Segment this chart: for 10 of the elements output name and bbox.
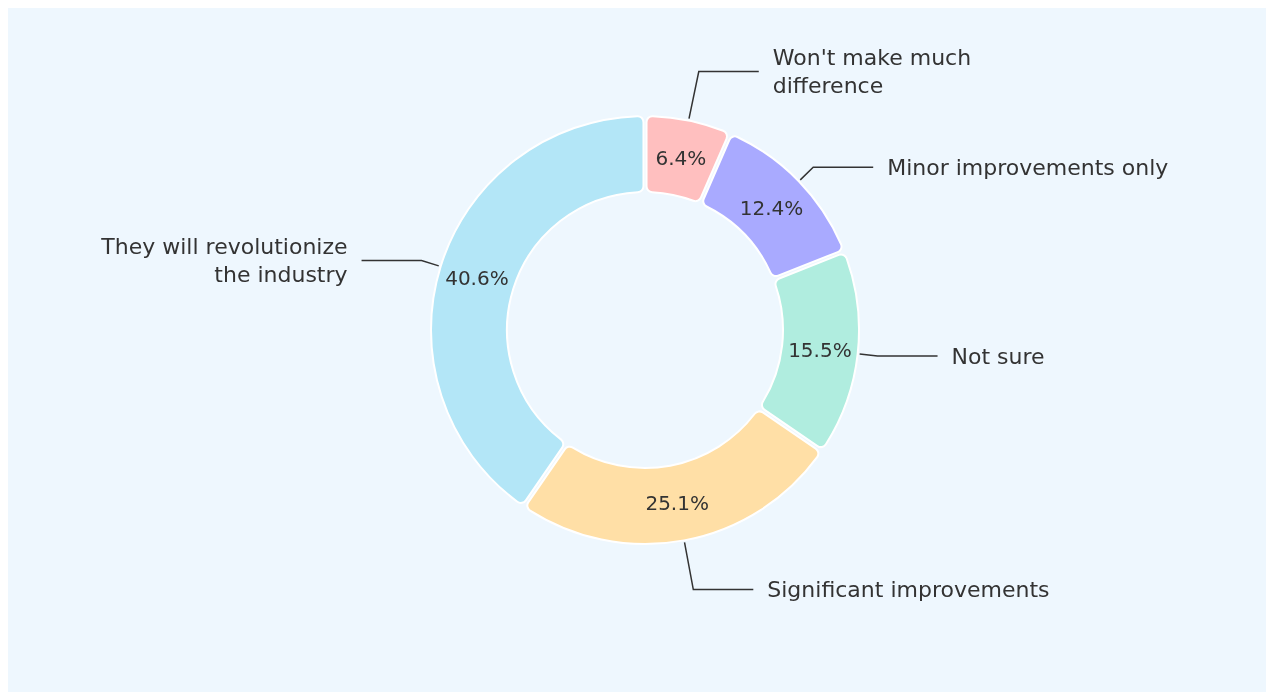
- data-label: 25.1%: [645, 491, 709, 516]
- slice-label: Significant improvements: [767, 577, 1050, 603]
- slice-label: They will revolutionize the industry: [100, 234, 348, 288]
- data-label: 15.5%: [788, 337, 852, 362]
- data-label: 12.4%: [739, 195, 804, 220]
- slice-label: Not sure: [951, 343, 1045, 369]
- slice-label: Won't make much difference: [772, 45, 972, 99]
- slice-label: Minor improvements only: [887, 155, 1169, 181]
- data-label: 40.6%: [445, 265, 509, 290]
- data-label: 6.4%: [655, 145, 707, 170]
